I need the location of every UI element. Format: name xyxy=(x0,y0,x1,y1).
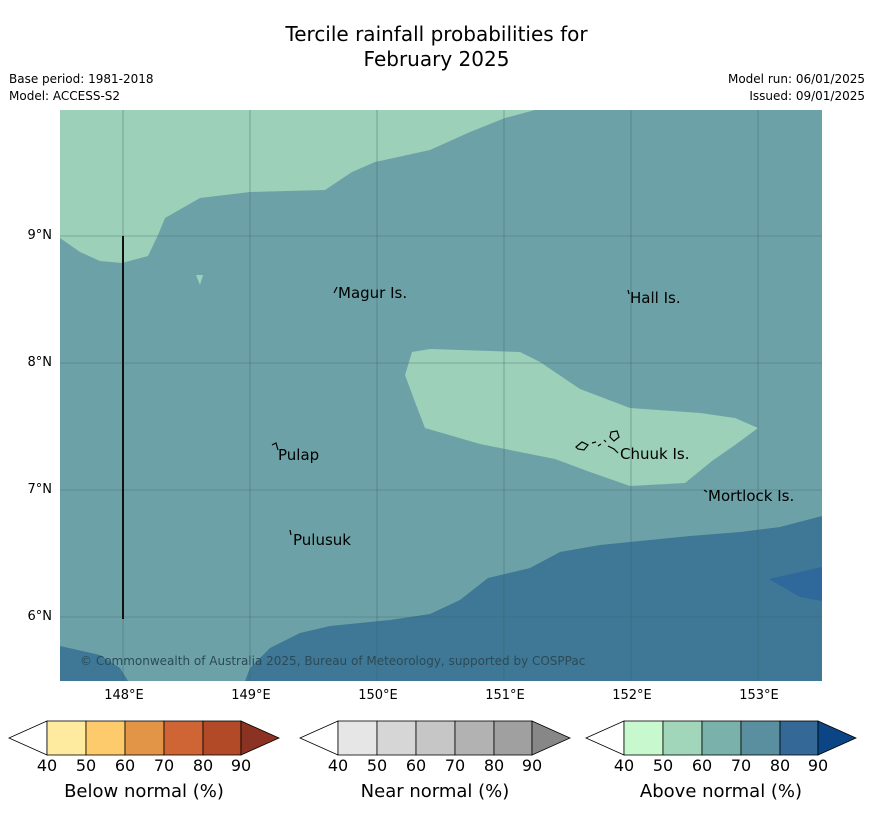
colorbar-tick: 40 xyxy=(36,756,58,775)
colorbar-near-60-70 xyxy=(415,720,456,756)
place-label-pulusuk: Pulusuk xyxy=(293,531,351,549)
colorbar-above-80-90 xyxy=(779,720,819,756)
colorbar-above xyxy=(585,720,857,756)
place-label-magur: Magur Is. xyxy=(338,284,408,302)
colorbar-above-ticks: 40 50 60 70 80 90 xyxy=(585,756,857,776)
colorbar-below-70-80 xyxy=(163,720,204,756)
lon-tick-151e: 151°E xyxy=(485,688,525,703)
colorbar-near-label: Near normal (%) xyxy=(360,781,510,802)
colorbar-near-ticks: 40 50 60 70 80 90 xyxy=(299,756,571,776)
colorbar-tick: 90 xyxy=(230,756,252,775)
colorbar-below-50-60 xyxy=(85,720,126,756)
colorbar-above-40-50 xyxy=(623,720,664,756)
lat-tick-7n: 7°N xyxy=(27,482,53,497)
colorbar-tick: 60 xyxy=(405,756,427,775)
colorbar-near-high-arrow xyxy=(531,720,571,756)
model-name: Model: ACCESS-S2 xyxy=(9,89,121,103)
map-title: Tercile rainfall probabilities for Febru… xyxy=(0,22,873,72)
colorbar-below-60-70 xyxy=(124,720,165,756)
colorbar-below xyxy=(8,720,280,756)
colorbar-above-60-70 xyxy=(701,720,742,756)
colorbar-tick: 80 xyxy=(483,756,505,775)
island-hall xyxy=(627,289,630,295)
lon-tick-153e: 153°E xyxy=(739,688,779,703)
colorbar-tick: 40 xyxy=(327,756,349,775)
colorbar-above-low-arrow xyxy=(585,720,625,756)
colorbar-above-label: Above normal (%) xyxy=(639,781,803,802)
meta-right: Model run: 06/01/2025 Issued: 09/01/2025 xyxy=(728,71,865,105)
colorbar-near-70-80 xyxy=(454,720,495,756)
island-chuuk-lagoon xyxy=(575,430,620,454)
base-period: Base period: 1981-2018 xyxy=(9,72,154,86)
title-line-2: February 2025 xyxy=(363,47,510,71)
place-label-mortlock: Mortlock Is. xyxy=(708,487,795,505)
island-magur xyxy=(333,286,338,294)
region-above-70-80-south xyxy=(245,516,822,681)
colorbar-tick: 50 xyxy=(366,756,388,775)
colorbar-above-high-arrow xyxy=(817,720,857,756)
place-label-pulap: Pulap xyxy=(278,446,320,464)
region-above-50-60-speck xyxy=(196,275,203,285)
lat-tick-6n: 6°N xyxy=(27,609,53,624)
lat-tick-8n: 8°N xyxy=(27,355,53,370)
island-pulap xyxy=(271,442,279,451)
colorbar-tick: 70 xyxy=(730,756,752,775)
meta-left: Base period: 1981-2018 Model: ACCESS-S2 xyxy=(9,71,154,105)
colorbar-tick: 40 xyxy=(613,756,635,775)
place-label-hall: Hall Is. xyxy=(630,289,681,307)
colorbar-tick: 50 xyxy=(652,756,674,775)
model-run: Model run: 06/01/2025 xyxy=(727,72,865,86)
lon-tick-150e: 150°E xyxy=(358,688,398,703)
colorbar-tick: 90 xyxy=(807,756,829,775)
colorbar-tick: 70 xyxy=(444,756,466,775)
colorbar-tick: 60 xyxy=(691,756,713,775)
place-label-chuuk: Chuuk Is. xyxy=(620,445,690,463)
colorbar-tick: 80 xyxy=(769,756,791,775)
colorbar-below-low-arrow xyxy=(8,720,48,756)
colorbar-below-high-arrow xyxy=(240,720,280,756)
lon-tick-152e: 152°E xyxy=(612,688,652,703)
colorbar-above-70-80 xyxy=(740,720,781,756)
colorbar-near-50-60 xyxy=(376,720,417,756)
region-above-70-80-southwest xyxy=(60,646,128,681)
lat-tick-9n: 9°N xyxy=(27,228,53,243)
colorbar-tick: 80 xyxy=(192,756,214,775)
copyright-notice: © Commonwealth of Australia 2025, Bureau… xyxy=(80,654,586,668)
colorbar-below-80-90 xyxy=(202,720,242,756)
colorbar-near-40-50 xyxy=(337,720,378,756)
colorbar-tick: 90 xyxy=(521,756,543,775)
region-above-50-60-central xyxy=(405,349,758,486)
colorbar-near-80-90 xyxy=(493,720,533,756)
title-line-1: Tercile rainfall probabilities for xyxy=(285,22,588,46)
issued-date: Issued: 09/01/2025 xyxy=(749,89,865,103)
colorbar-near-low-arrow xyxy=(299,720,339,756)
region-above-50-60-north xyxy=(60,110,535,263)
colorbar-below-ticks: 40 50 60 70 80 90 xyxy=(8,756,280,776)
colorbar-tick: 60 xyxy=(114,756,136,775)
colorbar-above-50-60 xyxy=(662,720,703,756)
colorbar-below-label: Below normal (%) xyxy=(64,781,224,802)
colorbar-tick: 50 xyxy=(75,756,97,775)
region-above-80-90-patch xyxy=(769,567,822,601)
island-outlines xyxy=(271,286,708,536)
colorbar-tick: 70 xyxy=(153,756,175,775)
lon-tick-148e: 148°E xyxy=(104,688,144,703)
island-pulusuk xyxy=(289,529,292,536)
colorbar-below-40-50 xyxy=(46,720,87,756)
colorbar-near xyxy=(299,720,571,756)
island-mortlock xyxy=(703,489,708,493)
lon-tick-149e: 149°E xyxy=(231,688,271,703)
